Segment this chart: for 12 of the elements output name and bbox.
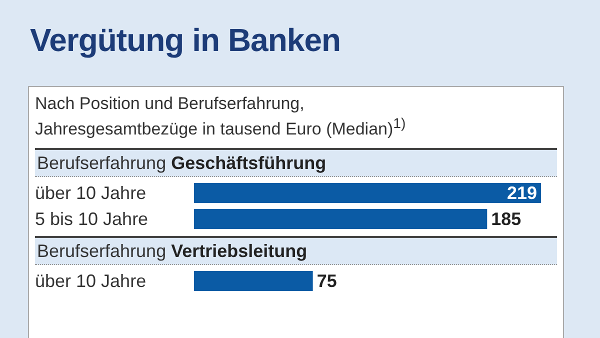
- y-tick-label: über 10 Jahre: [35, 182, 146, 203]
- chart-title: Vergütung in Banken: [30, 22, 341, 59]
- y-axis-title: Berufserfahrung: [37, 152, 166, 173]
- text: Geschäftsführung: [171, 152, 326, 173]
- data-label: 75: [316, 270, 337, 291]
- data-label: 185: [491, 208, 522, 229]
- y-axis-title: Berufserfahrung: [37, 240, 166, 261]
- data-label: 219: [506, 182, 537, 203]
- y-tick-label: 5 bis 10 Jahre: [35, 208, 148, 229]
- chart-subtitle: Nach Position und Berufserfahrung, Jahresgesamtbezüge in tausend Euro (Median)$^{1)}$: [35, 93, 407, 140]
- y-tick-label: über 10 Jahre: [35, 270, 146, 291]
- text: Vertriebsleitung: [171, 240, 308, 261]
